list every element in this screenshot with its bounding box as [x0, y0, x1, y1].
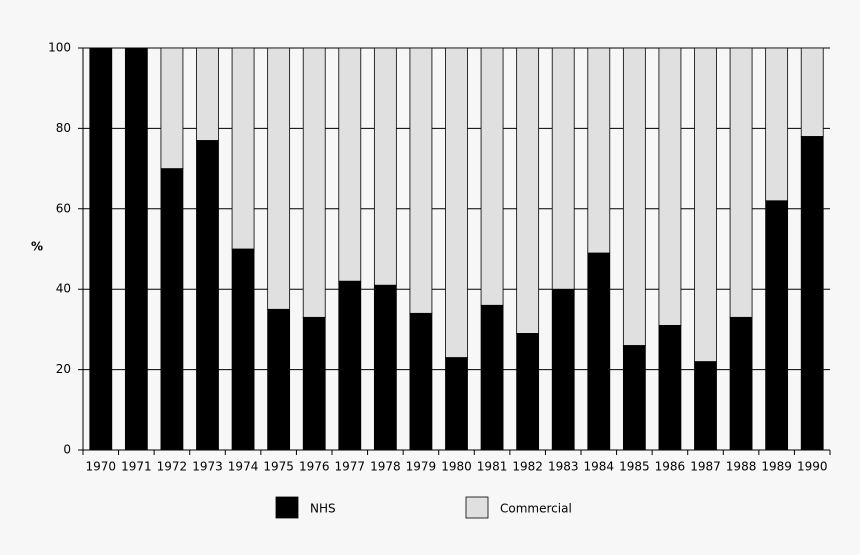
x-tick-label: 1983	[548, 460, 579, 474]
bar-segment	[231, 248, 255, 451]
y-tick-label: 60	[56, 201, 71, 215]
y-tick-label: 0	[63, 443, 71, 457]
bar-segment	[765, 200, 789, 451]
x-tick-label: 1980	[441, 460, 472, 474]
x-tick-label: 1974	[228, 460, 259, 474]
x-tick-label: 1972	[157, 460, 188, 474]
bar-segment	[409, 312, 433, 451]
x-tick-label: 1978	[370, 460, 401, 474]
bar-segment	[694, 47, 717, 362]
legend-swatch	[275, 496, 299, 519]
bar-segment	[658, 324, 682, 451]
bar-segment	[196, 140, 219, 451]
x-tick-label: 1985	[619, 460, 650, 474]
x-tick-label: 1987	[690, 460, 721, 474]
bar-segment	[338, 47, 362, 282]
bar-segment	[551, 288, 575, 451]
bar-segment	[729, 316, 753, 451]
x-tick-label: 1970	[86, 460, 117, 474]
bar-segment	[338, 280, 362, 451]
bar-segment	[480, 47, 504, 306]
bar-segment	[160, 47, 184, 169]
bar-segment	[658, 47, 682, 326]
y-axis-label: %	[31, 240, 43, 254]
y-tick-label: 100	[48, 41, 71, 55]
x-tick-label: 1971	[121, 460, 152, 474]
bar-segment	[480, 304, 504, 451]
bar-segment	[622, 345, 646, 451]
y-tick-label: 40	[56, 282, 71, 296]
bar-segment	[587, 47, 611, 254]
bar-segment	[516, 47, 540, 334]
x-tick-label: 1981	[477, 460, 508, 474]
legend-label: Commercial	[500, 502, 572, 516]
x-tick-label: 1977	[335, 460, 366, 474]
bar-segment	[373, 284, 397, 451]
bar-segment	[445, 357, 468, 451]
x-tick-label: 1976	[299, 460, 330, 474]
x-tick-label: 1986	[655, 460, 686, 474]
bar-segment	[267, 308, 291, 451]
bar-segment	[765, 47, 789, 202]
bar-segment	[231, 47, 255, 250]
bar-segment	[89, 47, 113, 451]
y-tick-label: 20	[56, 362, 71, 376]
x-tick-label: 1973	[192, 460, 223, 474]
bar-segment	[373, 47, 397, 286]
x-tick-label: 1988	[726, 460, 757, 474]
bar-segment	[302, 47, 326, 318]
bar-segment	[267, 47, 291, 310]
bar-segment	[196, 47, 219, 141]
bar-segment	[622, 47, 646, 346]
x-tick-label: 1984	[584, 460, 615, 474]
bar-segment	[800, 47, 824, 137]
bar-segment	[587, 252, 611, 451]
legend-swatch	[465, 496, 489, 519]
legend-label: NHS	[310, 502, 336, 516]
bar-segment	[551, 47, 575, 290]
x-tick-label: 1979	[406, 460, 437, 474]
bar-segment	[302, 316, 326, 451]
bar-segment	[409, 47, 433, 314]
x-tick-label: 1982	[512, 460, 543, 474]
x-tick-label: 1975	[263, 460, 294, 474]
bar-segment	[445, 47, 468, 358]
bar-segment	[694, 361, 717, 451]
bar-segment	[124, 47, 148, 451]
bar-segment	[729, 47, 753, 318]
bar-segment	[160, 168, 184, 451]
bar-segment	[516, 333, 540, 451]
x-tick-label: 1990	[797, 460, 828, 474]
bar-segment	[800, 136, 824, 451]
x-tick-label: 1989	[761, 460, 792, 474]
y-tick-label: 80	[56, 121, 71, 135]
